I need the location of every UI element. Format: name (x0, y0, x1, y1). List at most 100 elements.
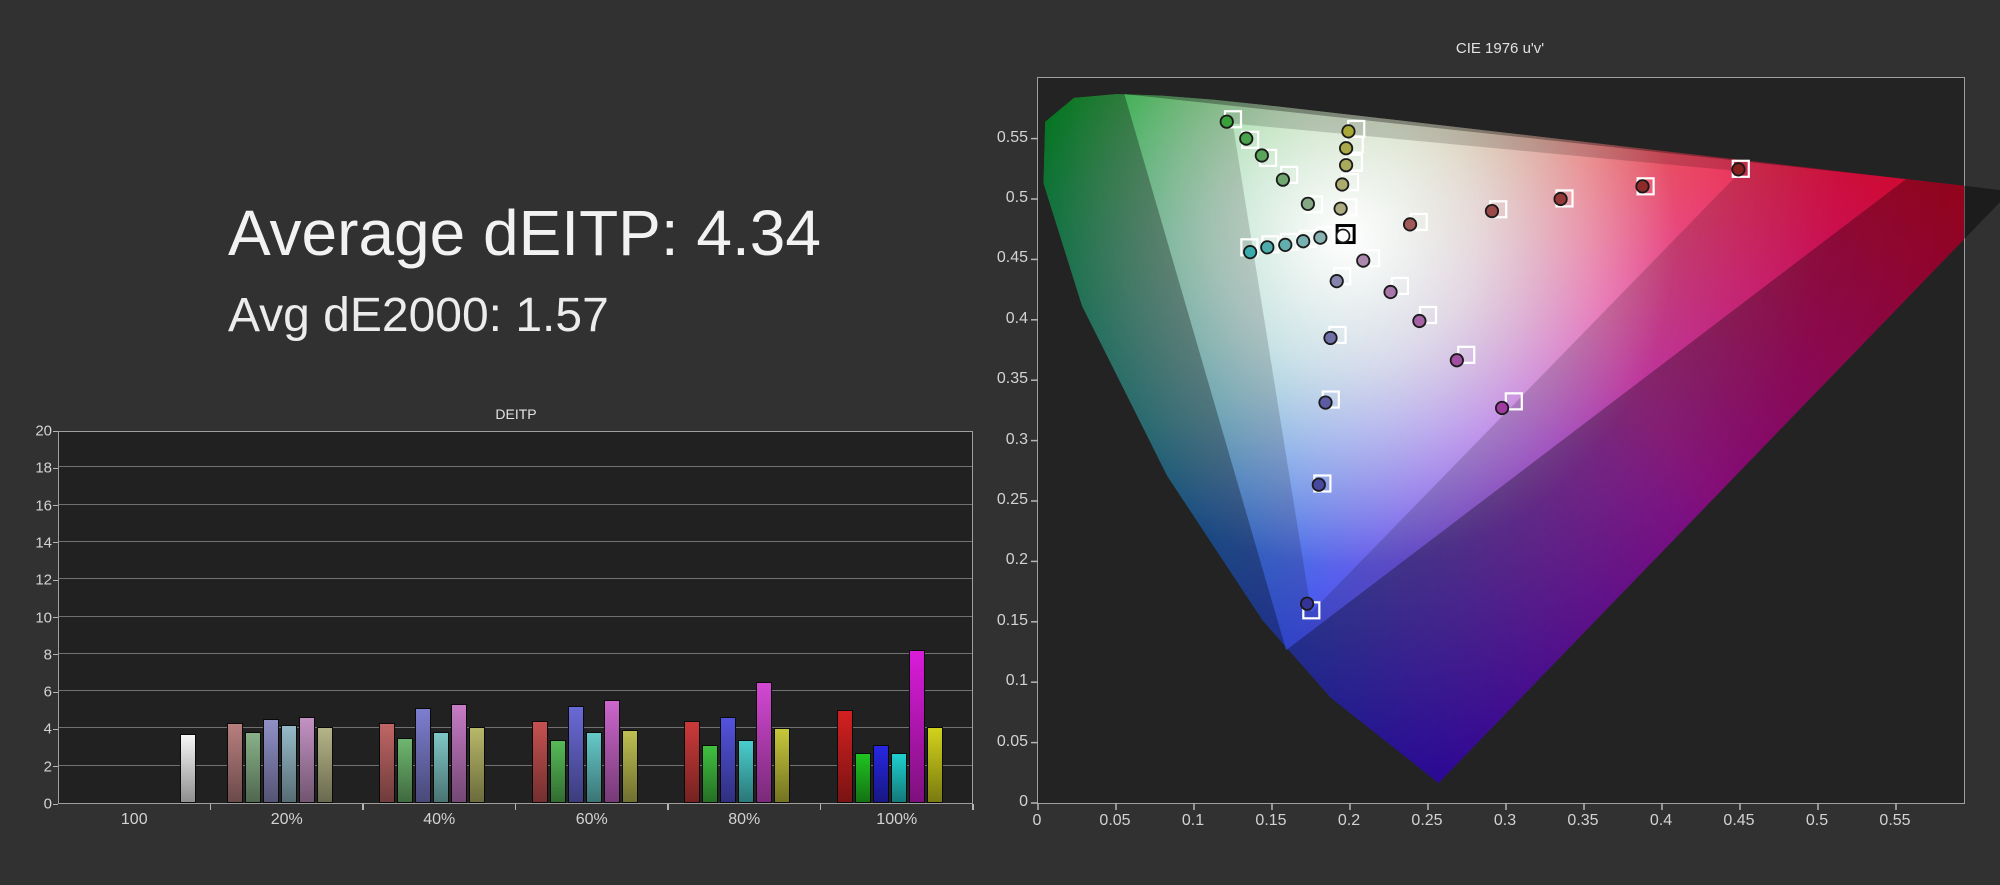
cie-y-tick-label: 0.3 (1005, 430, 1028, 448)
average-deitp-text: Average dEITP: 4.34 (228, 197, 821, 269)
cie-x-tick-label: 0.3 (1493, 812, 1517, 829)
cie-measured-red-80% (1635, 179, 1650, 194)
deitp-bar-blue-20 (262, 719, 279, 803)
deitp-y-tick (53, 728, 58, 730)
deitp-bar-red-100 (836, 709, 853, 803)
deitp-y-tick (53, 579, 58, 581)
cie-y-tick-label: 0.2 (1005, 551, 1028, 569)
cie-x-tick-label: 0.1 (1181, 812, 1205, 829)
cie-measured-blue-20% (1329, 274, 1344, 289)
cie-y-tick-label: 0.5 (1005, 189, 1028, 206)
deitp-bar-green-60 (549, 739, 566, 803)
deitp-y-tick (53, 654, 58, 656)
cie-y-tick-label: 0.25 (996, 491, 1028, 508)
cie-measured-green-80% (1239, 131, 1254, 146)
cie-x-tick-label: 0.55 (1879, 812, 1911, 829)
cie-x-tick-label: 0.15 (1255, 812, 1287, 829)
deitp-bar-magenta-80 (756, 681, 772, 803)
cie-measured-magenta-100% (1494, 400, 1510, 416)
deitp-bar-cyan-60 (585, 732, 602, 803)
deitp-y-tick-label: 6 (43, 683, 52, 701)
deitp-bar-blue-40 (415, 707, 431, 803)
cie-x-tick-label: 0.2 (1337, 812, 1361, 829)
deitp-y-tick-label: 12 (35, 571, 52, 589)
cie-y-tick-label: 0.4 (1005, 309, 1028, 327)
deitp-bar-magenta-100 (908, 650, 925, 803)
deitp-y-tick (53, 467, 58, 469)
deitp-bar-yellow-60 (621, 730, 638, 803)
deitp-gridline-18 (59, 466, 972, 468)
deitp-y-tick-label: 4 (43, 720, 52, 738)
deitp-bar-yellow-100 (926, 726, 943, 803)
cie-1976-diagram (1031, 77, 2000, 810)
deitp-x-tick-label: 100% (876, 811, 918, 828)
cie-measured-blue-40% (1323, 330, 1338, 346)
cie-axis-ticks (1031, 137, 1897, 810)
cie-measured-yellow-20% (1333, 201, 1348, 216)
deitp-bar-cyan-100 (890, 752, 907, 803)
deitp-bar-red-80 (684, 720, 700, 803)
cie-measured-yellow-40% (1335, 177, 1350, 192)
cie-measured-blue-80% (1311, 477, 1326, 492)
deitp-x-tick-label: 40% (423, 811, 456, 828)
cie-measured-cyan-40% (1296, 234, 1311, 249)
deitp-gridline-4 (59, 727, 972, 729)
cie-measured-blue-100% (1299, 596, 1315, 611)
cie-y-tick-label: 0.15 (996, 611, 1028, 629)
deitp-x-tick-label: 60% (575, 811, 608, 828)
deitp-bar-red-40 (379, 722, 395, 803)
deitp-y-tick (53, 803, 58, 805)
cie-measured-cyan-100% (1243, 245, 1258, 260)
cie-measured-red-60% (1553, 191, 1568, 207)
deitp-gridline-10 (59, 615, 972, 617)
cie-measured-whitepoint (1335, 228, 1351, 244)
deitp-y-tick (53, 505, 58, 507)
deitp-bar-cyan-40 (433, 732, 449, 803)
cie-x-tick-label: 0.4 (1649, 812, 1673, 829)
cie-diagram-canvas (1031, 94, 2000, 810)
deitp-y-tick-label: 14 (35, 534, 52, 552)
cie-y-tick-label: 0.35 (996, 370, 1028, 388)
deitp-x-tick (362, 804, 364, 810)
cie-measured-red-40% (1484, 203, 1500, 219)
cie-measured-red-20% (1402, 217, 1418, 232)
deitp-y-tick-label: 10 (35, 609, 52, 626)
cie-measured-blue-60% (1318, 395, 1333, 410)
deitp-bar-red-20 (226, 722, 243, 803)
deitp-y-tick-label: 2 (43, 758, 52, 776)
cie-x-tick-label: 0.25 (1411, 812, 1443, 829)
deitp-bar-magenta-40 (451, 704, 467, 803)
deitp-x-tick (514, 804, 516, 810)
deitp-bar-magenta-60 (603, 700, 620, 803)
cie-measured-magenta-80% (1449, 353, 1464, 368)
cie-measured-green-60% (1254, 148, 1269, 163)
deitp-bar-yellow-20 (316, 726, 333, 803)
deitp-x-tick (667, 804, 669, 810)
cie-y-tick-label: 0 (1019, 793, 1028, 810)
cie-measured-magenta-20% (1356, 253, 1371, 268)
deitp-y-tick (53, 766, 58, 768)
deitp-gridline-2 (59, 764, 972, 766)
cie-x-tick-label: 0.45 (1723, 812, 1755, 829)
deitp-bar-green-40 (397, 737, 413, 803)
deitp-gridline-12 (59, 578, 972, 580)
cie-measured-yellow-100% (1341, 124, 1356, 139)
cie-measured-magenta-60% (1412, 313, 1427, 329)
deitp-bar-yellow-40 (469, 726, 485, 803)
deitp-bar-chart (58, 431, 973, 804)
cie-measured-cyan-80% (1260, 240, 1275, 255)
deitp-y-tick-label: 8 (43, 646, 52, 664)
deitp-y-tick-label: 18 (35, 459, 52, 477)
cie-x-tick-label: 0 (1032, 812, 1042, 829)
deitp-bar-green-80 (702, 745, 718, 803)
cie-target-magenta-100% (1504, 392, 1523, 411)
cie-measured-green-20% (1300, 196, 1315, 211)
deitp-bar-white-100 (179, 734, 196, 803)
cie-y-tick-label: 0.1 (1005, 672, 1028, 690)
deitp-bar-cyan-20 (280, 724, 297, 803)
cie-measured-green-40% (1275, 172, 1291, 187)
cie-x-tick-label: 0.5 (1805, 812, 1829, 829)
deitp-bar-cyan-80 (738, 739, 754, 803)
deitp-y-tick-label: 20 (35, 422, 52, 440)
